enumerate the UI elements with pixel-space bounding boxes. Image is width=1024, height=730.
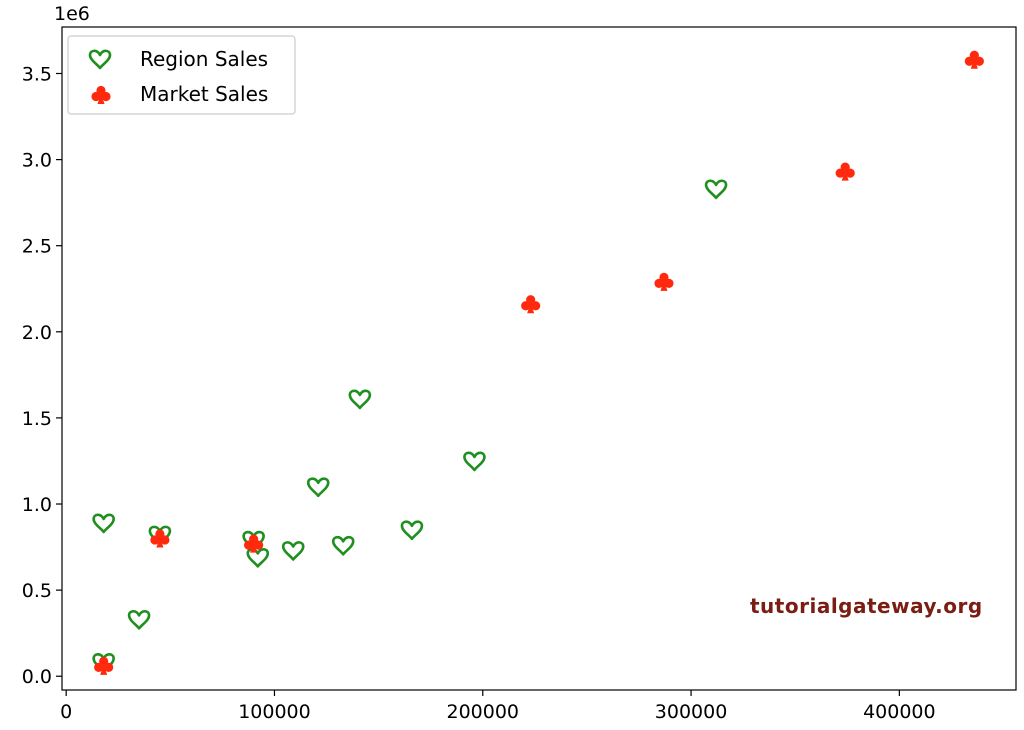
market-sales-point (654, 272, 674, 291)
region-sales-point (306, 477, 330, 498)
y-tick-label: 0.5 (22, 580, 52, 602)
y-tick-label: 0.0 (22, 666, 52, 688)
legend-box (67, 35, 296, 115)
x-tick-label: 300000 (655, 701, 728, 723)
region-sales-point (463, 451, 486, 472)
region-sales-point (281, 541, 305, 561)
plot-area (61, 26, 1017, 691)
y-tick-label: 1.0 (22, 494, 52, 516)
y-tick-label: 1.5 (22, 408, 52, 430)
region-sales-point (246, 547, 270, 568)
legend: Region Sales Market Sales (67, 35, 296, 115)
x-tick-label: 0 (60, 701, 72, 723)
legend-label: Region Sales (140, 47, 268, 71)
y-tick-label: 3.0 (22, 150, 52, 172)
market-sales-point (244, 534, 264, 553)
y-axis: 0.0 0.5 1.0 1.5 2.0 2.5 3.0 3.5 (22, 63, 62, 688)
x-tick-label: 100000 (238, 701, 311, 723)
y-tick-label: 2.0 (22, 322, 52, 344)
y-tick-label: 2.5 (22, 236, 52, 258)
x-axis: 0 100000 200000 300000 400000 (60, 690, 936, 723)
y-offset-label: 1e6 (54, 3, 90, 25)
market-sales-point (150, 529, 170, 548)
market-sales-point (964, 50, 984, 69)
market-sales-point (94, 656, 114, 675)
market-sales-point (835, 162, 855, 181)
x-tick-label: 400000 (863, 701, 936, 723)
market-sales-point (521, 295, 541, 314)
legend-market-sales-marker (91, 85, 111, 104)
region-sales-point (92, 513, 115, 534)
region-sales-point (348, 389, 372, 410)
legend-label: Market Sales (140, 82, 268, 106)
x-tick-label: 200000 (446, 701, 519, 723)
y-tick-label: 3.5 (22, 63, 52, 85)
region-sales-point (400, 520, 424, 541)
watermark: tutorialgateway.org (750, 594, 983, 618)
legend-region-sales-marker (88, 49, 112, 70)
region-sales-point (127, 609, 151, 630)
region-sales-point (331, 535, 355, 556)
data-points (92, 50, 984, 675)
region-sales-point (704, 179, 728, 200)
